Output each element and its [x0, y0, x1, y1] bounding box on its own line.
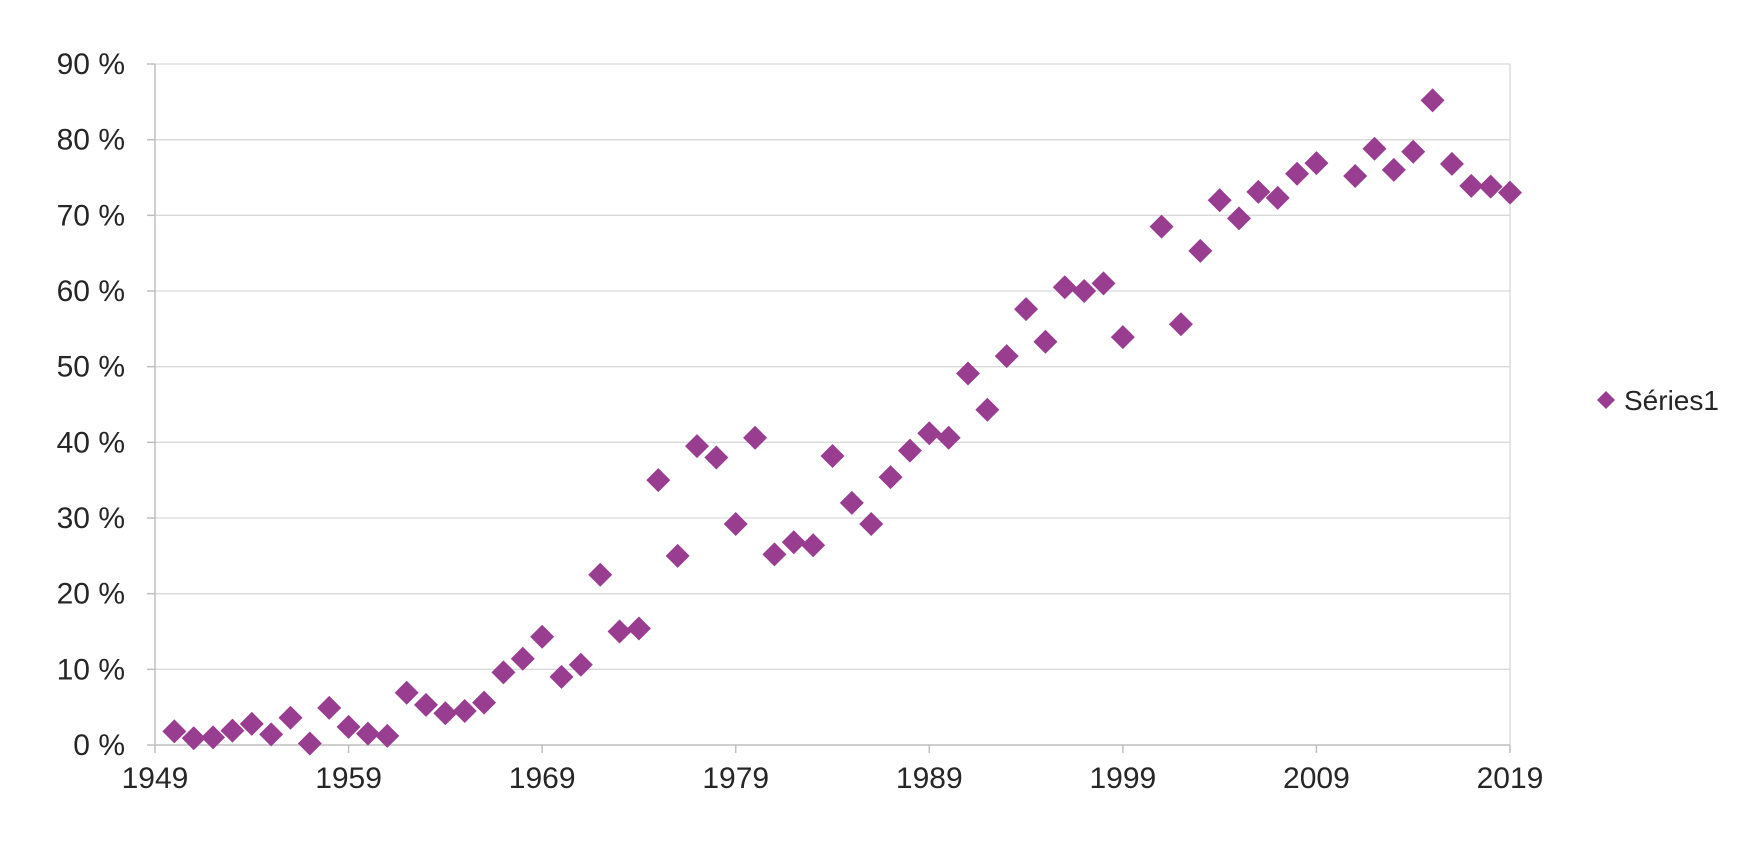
x-tick-label: 1989 [896, 762, 963, 795]
data-points [162, 88, 1522, 756]
data-point [1459, 173, 1484, 198]
data-point [1420, 88, 1445, 113]
data-point [414, 692, 438, 717]
data-point [394, 680, 419, 705]
data-point [1304, 151, 1329, 176]
data-point [1072, 279, 1097, 303]
data-point [239, 711, 264, 736]
data-point [1362, 136, 1387, 161]
y-tick-label: 40 % [57, 426, 125, 459]
data-point [839, 490, 864, 515]
data-point [1014, 297, 1039, 322]
y-tick-label: 20 % [57, 578, 125, 611]
x-axis-tick-labels: 1949 1959 1969 1979 1989 1999 2009 2019 [122, 762, 1544, 795]
data-point [220, 718, 245, 743]
data-point [355, 721, 380, 746]
y-tick-label: 90 % [57, 48, 125, 81]
data-point [433, 701, 458, 726]
data-point [1188, 238, 1213, 263]
data-point [646, 468, 671, 493]
x-tick-label: 1949 [122, 762, 189, 795]
data-point [1033, 329, 1058, 354]
data-point [743, 425, 768, 450]
data-point [723, 512, 748, 537]
x-tick-label: 1959 [315, 762, 382, 795]
data-point [1168, 312, 1193, 337]
y-axis-tick-labels: 0 % 10 % 20 % 30 % 40 % 50 % 60 % 70 % 80 % 90 % [57, 48, 125, 762]
data-point [1246, 179, 1271, 204]
data-point [665, 543, 690, 568]
gridlines [155, 63, 1511, 745]
y-tick-label: 50 % [57, 351, 125, 384]
data-point [1149, 214, 1174, 239]
data-point [994, 344, 1019, 369]
data-point [491, 660, 516, 685]
data-point [626, 616, 651, 641]
data-point [317, 695, 342, 720]
data-point [452, 698, 477, 723]
y-tick-label: 80 % [57, 124, 125, 157]
data-point [704, 445, 729, 470]
data-point [859, 512, 884, 537]
y-tick-label: 30 % [57, 502, 125, 535]
data-point [1091, 271, 1116, 296]
y-tick-label: 0 % [73, 729, 125, 762]
data-point [1439, 151, 1464, 176]
data-point [975, 397, 1000, 422]
data-point [685, 434, 709, 459]
data-point [1478, 174, 1503, 199]
legend-label-series1: Séries1 [1624, 385, 1719, 416]
data-point [820, 443, 845, 468]
data-point [181, 726, 206, 751]
data-point [278, 705, 303, 730]
data-point [375, 723, 400, 748]
x-tick-label: 2019 [1477, 762, 1544, 795]
data-point [588, 562, 613, 587]
axes [147, 63, 1511, 753]
legend-marker-diamond [1597, 391, 1615, 409]
data-point [530, 624, 555, 649]
data-point [878, 465, 903, 490]
data-point [1401, 139, 1426, 164]
data-point [1110, 325, 1135, 350]
data-point [1227, 206, 1251, 231]
x-tick-label: 1969 [509, 762, 576, 795]
y-tick-label: 60 % [57, 275, 125, 308]
data-point [162, 719, 187, 744]
y-tick-label: 70 % [57, 199, 125, 232]
data-point [897, 438, 922, 463]
data-point [1343, 163, 1368, 188]
data-point [1052, 275, 1077, 300]
y-tick-label: 10 % [57, 653, 125, 686]
data-point [1265, 185, 1290, 210]
data-point [936, 425, 961, 450]
data-point [1207, 188, 1232, 213]
data-point [336, 714, 361, 739]
x-tick-label: 1979 [702, 762, 769, 795]
data-point [472, 690, 497, 715]
data-point [762, 542, 787, 567]
data-point [917, 421, 942, 446]
data-point [781, 530, 806, 555]
data-point [801, 533, 826, 558]
data-point [568, 652, 593, 677]
legend: Séries1 [1597, 385, 1719, 416]
data-point [259, 722, 284, 747]
data-point [607, 619, 632, 644]
data-point [510, 646, 535, 671]
x-tick-label: 1999 [1089, 762, 1156, 795]
data-point [549, 664, 574, 689]
data-point [956, 361, 980, 386]
data-point [1498, 180, 1522, 205]
data-point [1285, 161, 1310, 186]
x-tick-label: 2009 [1283, 762, 1350, 795]
data-point [201, 725, 226, 750]
data-point [1381, 157, 1406, 182]
data-point [297, 731, 322, 756]
